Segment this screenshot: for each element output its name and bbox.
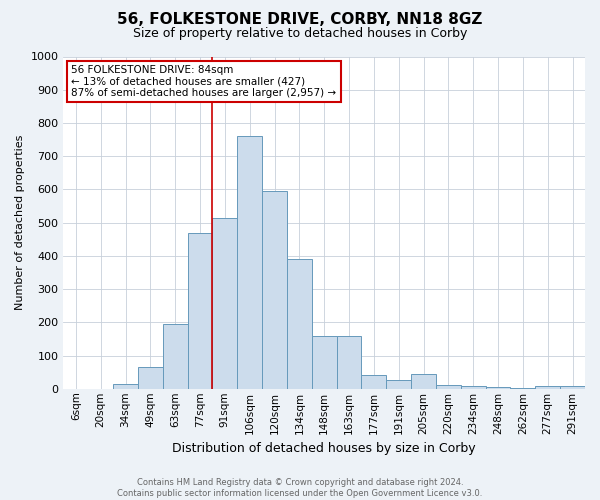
Bar	[511, 388, 535, 389]
Bar	[237, 136, 262, 389]
Bar	[411, 374, 436, 389]
Bar	[560, 386, 585, 389]
Text: 56 FOLKESTONE DRIVE: 84sqm
← 13% of detached houses are smaller (427)
87% of sem: 56 FOLKESTONE DRIVE: 84sqm ← 13% of deta…	[71, 65, 337, 98]
Bar	[188, 232, 212, 389]
Bar	[535, 386, 560, 389]
Bar	[262, 191, 287, 389]
Bar	[485, 387, 511, 389]
Bar	[386, 380, 411, 389]
Bar	[212, 218, 237, 389]
Bar	[461, 386, 485, 389]
Text: Size of property relative to detached houses in Corby: Size of property relative to detached ho…	[133, 28, 467, 40]
X-axis label: Distribution of detached houses by size in Corby: Distribution of detached houses by size …	[172, 442, 476, 455]
Bar	[113, 384, 138, 389]
Text: Contains HM Land Registry data © Crown copyright and database right 2024.
Contai: Contains HM Land Registry data © Crown c…	[118, 478, 482, 498]
Bar	[287, 259, 312, 389]
Bar	[436, 386, 461, 389]
Bar	[361, 375, 386, 389]
Y-axis label: Number of detached properties: Number of detached properties	[15, 135, 25, 310]
Bar	[163, 324, 188, 389]
Text: 56, FOLKESTONE DRIVE, CORBY, NN18 8GZ: 56, FOLKESTONE DRIVE, CORBY, NN18 8GZ	[118, 12, 482, 28]
Bar	[337, 336, 361, 389]
Bar	[138, 367, 163, 389]
Bar	[312, 336, 337, 389]
